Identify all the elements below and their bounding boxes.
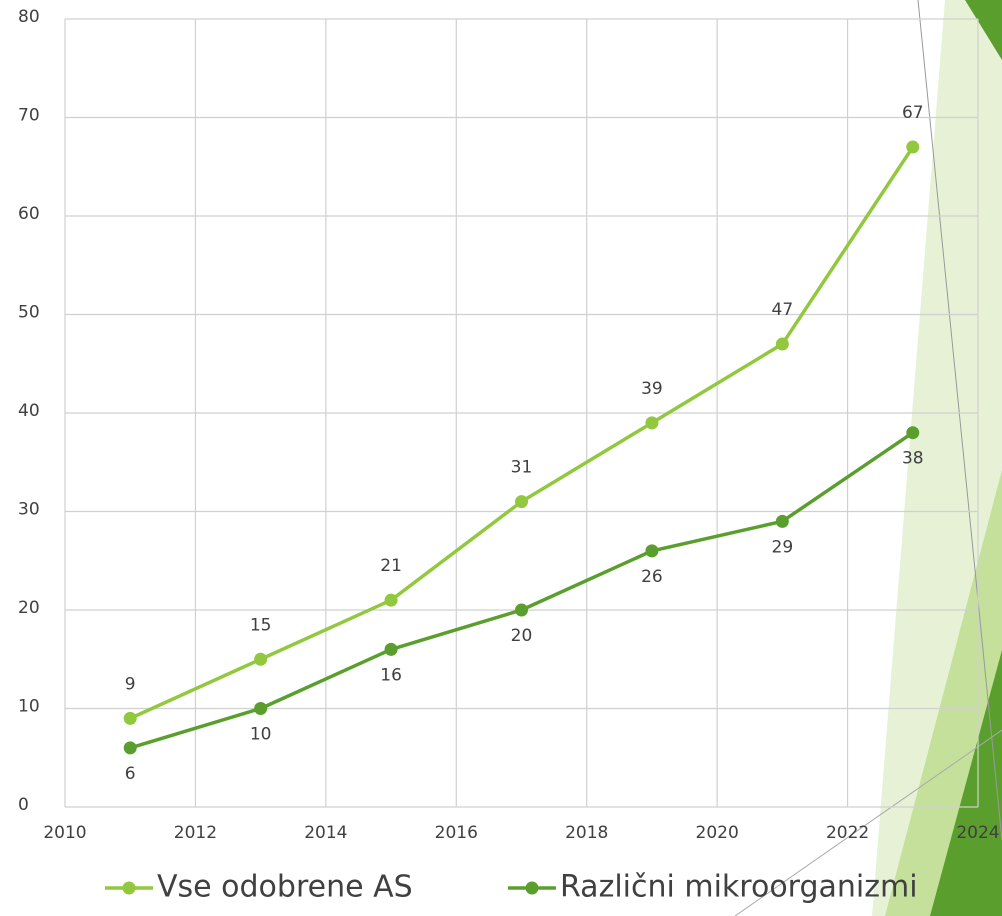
series-line: [129, 431, 914, 750]
data-point: [254, 652, 268, 666]
data-point: [384, 642, 398, 656]
data-label: 16: [380, 665, 402, 685]
data-label: 26: [641, 567, 663, 587]
legend-marker: [122, 881, 136, 895]
data-point: [906, 140, 920, 154]
x-tick-label: 2024: [956, 823, 999, 843]
y-tick-label: 50: [18, 303, 40, 323]
data-label: 29: [772, 537, 794, 557]
data-label: 20: [511, 626, 533, 646]
data-point: [775, 514, 789, 528]
decor-line: [917, 0, 1002, 841]
legend-marker: [525, 881, 539, 895]
data-label: 15: [250, 615, 272, 635]
decoration: [734, 0, 1002, 916]
decor-triangle-top: [965, 0, 1002, 60]
y-tick-label: 0: [18, 795, 29, 815]
data-label: 38: [902, 449, 924, 469]
data-point: [906, 426, 920, 440]
data-point: [254, 702, 268, 715]
x-tick-label: 2014: [304, 823, 347, 843]
y-tick-label: 30: [18, 500, 40, 520]
legend-label: Vse odobrene AS: [157, 870, 413, 905]
data-point: [645, 544, 659, 558]
data-label: 67: [902, 103, 924, 123]
data-label: 47: [772, 300, 794, 320]
y-tick-label: 60: [18, 204, 40, 224]
y-tick-label: 80: [18, 7, 40, 27]
data-label: 10: [250, 725, 272, 745]
x-tick-label: 2022: [826, 823, 869, 843]
data-point: [515, 495, 528, 509]
data-point: [123, 711, 137, 725]
x-tick-label: 2010: [43, 823, 86, 843]
x-tick-label: 2020: [696, 823, 739, 843]
y-tick-label: 20: [18, 598, 40, 618]
data-point: [515, 603, 528, 617]
decor-triangle-bottom: [930, 650, 1002, 916]
x-tick-label: 2016: [435, 823, 478, 843]
data-point: [384, 593, 398, 607]
data-label: 6: [125, 764, 136, 784]
x-tick-label: 2012: [174, 823, 217, 843]
data-label: 9: [125, 674, 136, 694]
y-tick-label: 10: [18, 697, 40, 717]
y-tick-label: 70: [18, 106, 40, 126]
data-point: [645, 416, 659, 430]
data-label: 31: [511, 458, 533, 478]
legend-label: Različni mikroorganizmi: [560, 870, 918, 905]
data-point: [123, 741, 137, 755]
decor-line: [734, 729, 1002, 916]
x-tick-label: 2018: [565, 823, 608, 843]
data-label: 39: [641, 379, 663, 399]
y-tick-label: 40: [18, 401, 40, 421]
data-point: [775, 337, 789, 351]
data-label: 21: [380, 556, 402, 576]
